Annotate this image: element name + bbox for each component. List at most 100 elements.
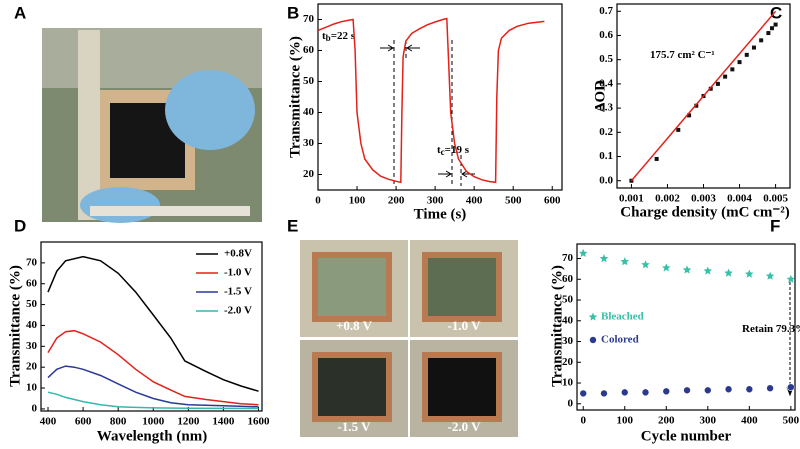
panel-letter: E — [287, 216, 298, 235]
y-tick-label: 10 — [562, 377, 574, 389]
x-tick-label: 600 — [544, 195, 561, 207]
legend-label: +0.8V — [224, 248, 252, 260]
legend-swatch — [589, 336, 597, 344]
y-axis-label: Transmittance (%) — [7, 265, 23, 387]
y-tick-label: 40 — [303, 106, 315, 118]
y-tick-label: 30 — [562, 335, 574, 347]
y-tick-label: 50 — [303, 75, 315, 87]
data-point — [745, 385, 754, 394]
x-tick-label: 600 — [75, 416, 92, 428]
x-tick-label: 400 — [40, 416, 57, 428]
photo-label: -1.0 V — [448, 318, 482, 333]
panel-letter: B — [287, 3, 299, 22]
data-point — [766, 384, 774, 393]
series-line — [317, 17, 545, 184]
panel-letter: A — [14, 3, 26, 22]
x-tick-label: 100 — [349, 195, 366, 207]
photo-a — [42, 28, 262, 223]
data-point — [744, 52, 749, 57]
series-line — [47, 329, 259, 406]
legend-label: -1.5 V — [224, 286, 252, 298]
y-tick-label: 70 — [562, 252, 574, 264]
data-point — [787, 383, 795, 391]
annotation-part: t — [322, 30, 326, 42]
data-point — [629, 178, 634, 183]
x-tick-label: 400 — [741, 415, 758, 427]
data-point — [676, 127, 681, 132]
x-tick-label: 400 — [466, 195, 483, 207]
data-point — [703, 266, 713, 275]
series-line — [47, 391, 259, 410]
x-tick-label: 0.003 — [691, 193, 716, 205]
y-tick-label: 0.3 — [599, 102, 613, 114]
x-tick-label: 800 — [110, 416, 127, 428]
data-point — [641, 260, 650, 269]
x-tick-label: 500 — [783, 415, 800, 427]
data-point — [694, 103, 699, 108]
x-tick-label: 0 — [315, 195, 321, 207]
y-tick-label: 20 — [26, 361, 38, 373]
data-point — [737, 60, 742, 65]
legend-label: -1.0 V — [224, 267, 252, 279]
y-tick-label: 40 — [26, 319, 38, 331]
annotation-part: =19 s — [445, 144, 470, 156]
y-tick-label: 0.1 — [599, 150, 613, 162]
x-tick-label: 100 — [617, 415, 634, 427]
y-tick-label: 60 — [26, 277, 38, 289]
data-point — [724, 268, 733, 277]
data-point — [620, 388, 629, 397]
x-tick-label: 200 — [388, 195, 405, 207]
data-point — [766, 31, 771, 36]
data-point — [723, 74, 728, 79]
data-point — [599, 254, 609, 263]
panel-letter: C — [770, 3, 782, 22]
y-tick-label: 30 — [303, 137, 315, 149]
plot-frame — [40, 241, 263, 412]
y-tick-label: 0.6 — [599, 29, 613, 41]
annotation: tb=22 s — [322, 30, 356, 44]
data-point — [773, 22, 778, 27]
data-point — [759, 38, 764, 43]
data-point — [654, 156, 659, 161]
x-tick-label: 1400 — [212, 416, 235, 428]
annotation-part: c — [441, 147, 445, 157]
annotation: 175.7 cm² C⁻¹ — [650, 49, 715, 61]
x-tick-label: 0.004 — [727, 193, 752, 205]
y-tick-label: 60 — [303, 44, 315, 56]
y-tick-label: 0.5 — [599, 53, 613, 65]
x-tick-label: 500 — [505, 195, 522, 207]
data-point — [786, 274, 796, 283]
plot-frame — [576, 243, 796, 411]
x-axis-label: Cycle number — [641, 428, 732, 444]
legend-label: Bleached — [601, 311, 644, 323]
annotation-part: b — [326, 33, 331, 43]
panel-letter: F — [770, 216, 780, 235]
annotation-part: =22 s — [331, 30, 356, 42]
y-tick-label: 40 — [562, 314, 574, 326]
retain-arrow — [786, 282, 794, 397]
annotation-part: 175.7 cm² C⁻¹ — [650, 49, 715, 61]
y-axis-label: Transmittance (%) — [287, 36, 303, 158]
legend-swatch — [588, 312, 598, 321]
plot-frame — [317, 3, 563, 191]
data-point — [724, 385, 733, 394]
y-axis-label: Transmittance (%) — [549, 265, 565, 387]
y-tick-label: 20 — [562, 356, 574, 368]
x-axis-label: Wavelength (nm) — [97, 428, 207, 444]
data-point — [579, 389, 588, 398]
data-point — [682, 265, 692, 274]
photos-e — [300, 240, 518, 437]
y-tick-label: 60 — [562, 273, 574, 285]
photo-label: -1.5 V — [338, 419, 372, 434]
legend-label: Colored — [601, 334, 639, 346]
data-point — [751, 45, 756, 50]
series-line — [47, 255, 259, 392]
y-tick-label: 30 — [26, 340, 38, 352]
data-point — [730, 67, 735, 72]
x-axis-label: Charge density (mC cm⁻²) — [620, 204, 789, 220]
data-point — [620, 257, 629, 266]
y-tick-label: 0.0 — [599, 174, 613, 186]
y-tick-label: 70 — [26, 256, 38, 268]
data-point — [765, 271, 775, 280]
